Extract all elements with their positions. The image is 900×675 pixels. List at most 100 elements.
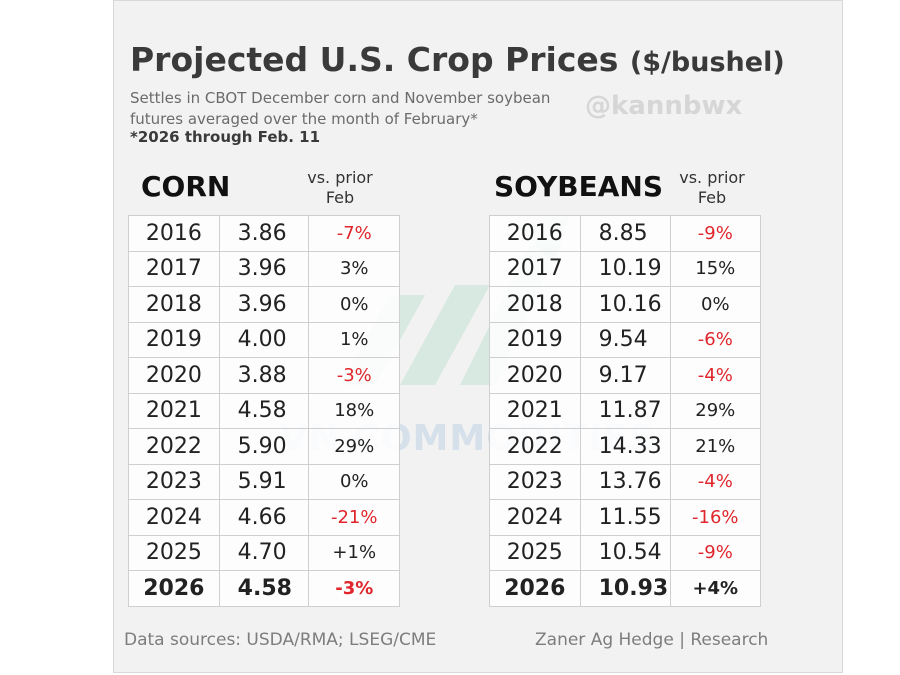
year-cell: 2017 xyxy=(489,250,581,287)
price-cell: 11.55 xyxy=(579,499,671,536)
price-cell: 4.58 xyxy=(218,570,310,607)
change-cell: -9% xyxy=(669,534,762,571)
table-row: 2023 13.76 -4% xyxy=(489,463,762,500)
table-row: 2024 4.66 -21% xyxy=(128,499,400,536)
year-cell: 2024 xyxy=(489,499,581,536)
data-sources: Data sources: USDA/RMA; LSEG/CME xyxy=(124,630,437,650)
date-note: *2026 through Feb. 11 xyxy=(130,128,321,146)
title-unit: ($/bushel) xyxy=(629,47,785,78)
table-row: 2021 4.58 18% xyxy=(128,392,400,429)
year-cell: 2016 xyxy=(128,215,220,252)
change-cell: 1% xyxy=(308,321,400,358)
price-cell: 10.54 xyxy=(579,534,671,571)
table-row: 2016 3.86 -7% xyxy=(128,215,400,252)
year-cell: 2023 xyxy=(489,463,581,500)
table-row: 2018 3.96 0% xyxy=(128,286,400,323)
price-cell: 4.70 xyxy=(218,534,310,571)
price-cell: 13.76 xyxy=(579,463,671,500)
year-cell: 2019 xyxy=(128,321,220,358)
table-row: 2026 4.58 -3% xyxy=(128,570,400,607)
change-cell: 3% xyxy=(308,250,400,287)
table-row: 2025 4.70 +1% xyxy=(128,534,400,571)
year-cell: 2018 xyxy=(489,286,581,323)
credit: Zaner Ag Hedge | Research xyxy=(535,630,769,650)
change-cell: 0% xyxy=(308,286,400,323)
price-cell: 3.88 xyxy=(218,357,310,394)
year-cell: 2026 xyxy=(489,570,581,607)
change-cell: 29% xyxy=(669,392,762,429)
corn-vs-header: vs. prior Feb xyxy=(307,168,373,207)
table-row: 2019 4.00 1% xyxy=(128,321,400,358)
year-cell: 2025 xyxy=(128,534,220,571)
change-cell: -3% xyxy=(308,570,400,607)
year-cell: 2021 xyxy=(489,392,581,429)
year-cell: 2020 xyxy=(489,357,581,394)
year-cell: 2023 xyxy=(128,463,220,500)
table-row: 2019 9.54 -6% xyxy=(489,321,762,358)
table-row: 2022 5.90 29% xyxy=(128,428,400,465)
change-cell: 0% xyxy=(669,286,762,323)
year-cell: 2019 xyxy=(489,321,581,358)
change-cell: -9% xyxy=(669,215,762,252)
change-cell: -4% xyxy=(669,357,762,394)
change-cell: -6% xyxy=(669,321,762,358)
page-title: Projected U.S. Crop Prices ($/bushel) xyxy=(130,40,785,79)
soybeans-table: 2016 8.85 -9% 2017 10.19 15% 2018 10.16 0% 2019 9.… xyxy=(489,215,762,607)
year-cell: 2022 xyxy=(489,428,581,465)
table-row: 2017 10.19 15% xyxy=(489,250,762,287)
change-cell: -16% xyxy=(669,499,762,536)
price-cell: 5.91 xyxy=(218,463,310,500)
year-cell: 2024 xyxy=(128,499,220,536)
table-row: 2016 8.85 -9% xyxy=(489,215,762,252)
year-cell: 2018 xyxy=(128,286,220,323)
corn-table: 2016 3.86 -7% 2017 3.96 3% 2018 3.96 0% 2019 4.00 1… xyxy=(128,215,400,607)
price-cell: 3.86 xyxy=(218,215,310,252)
price-cell: 9.17 xyxy=(579,357,671,394)
soybeans-heading: SOYBEANS xyxy=(494,170,663,203)
year-cell: 2025 xyxy=(489,534,581,571)
table-row: 2023 5.91 0% xyxy=(128,463,400,500)
year-cell: 2020 xyxy=(128,357,220,394)
change-cell: -4% xyxy=(669,463,762,500)
price-cell: 4.66 xyxy=(218,499,310,536)
price-cell: 5.90 xyxy=(218,428,310,465)
table-row: 2021 11.87 29% xyxy=(489,392,762,429)
price-cell: 11.87 xyxy=(579,392,671,429)
change-cell: -7% xyxy=(308,215,400,252)
year-cell: 2017 xyxy=(128,250,220,287)
price-cell: 8.85 xyxy=(579,215,671,252)
soybeans-vs-header: vs. prior Feb xyxy=(679,168,745,207)
subtitle: Settles in CBOT December corn and Novemb… xyxy=(130,89,551,128)
year-cell: 2021 xyxy=(128,392,220,429)
change-cell: -3% xyxy=(308,357,400,394)
table-row: 2017 3.96 3% xyxy=(128,250,400,287)
price-cell: 10.16 xyxy=(579,286,671,323)
year-cell: 2022 xyxy=(128,428,220,465)
price-cell: 10.93 xyxy=(579,570,671,607)
year-cell: 2016 xyxy=(489,215,581,252)
change-cell: +4% xyxy=(669,570,762,607)
corn-heading: CORN xyxy=(141,170,231,203)
price-cell: 3.96 xyxy=(218,286,310,323)
table-row: 2022 14.33 21% xyxy=(489,428,762,465)
year-cell: 2026 xyxy=(128,570,220,607)
price-cell: 4.00 xyxy=(218,321,310,358)
change-cell: 29% xyxy=(308,428,400,465)
table-row: 2020 3.88 -3% xyxy=(128,357,400,394)
change-cell: 18% xyxy=(308,392,400,429)
price-cell: 4.58 xyxy=(218,392,310,429)
price-cell: 10.19 xyxy=(579,250,671,287)
change-cell: -21% xyxy=(308,499,400,536)
change-cell: 0% xyxy=(308,463,400,500)
change-cell: 21% xyxy=(669,428,762,465)
table-row: 2025 10.54 -9% xyxy=(489,534,762,571)
change-cell: 15% xyxy=(669,250,762,287)
price-cell: 9.54 xyxy=(579,321,671,358)
change-cell: +1% xyxy=(308,534,400,571)
table-row: 2026 10.93 +4% xyxy=(489,570,762,607)
author-handle: @kannbwx xyxy=(585,91,743,121)
price-cell: 14.33 xyxy=(579,428,671,465)
price-cell: 3.96 xyxy=(218,250,310,287)
table-row: 2018 10.16 0% xyxy=(489,286,762,323)
title-text: Projected U.S. Crop Prices xyxy=(130,40,619,79)
